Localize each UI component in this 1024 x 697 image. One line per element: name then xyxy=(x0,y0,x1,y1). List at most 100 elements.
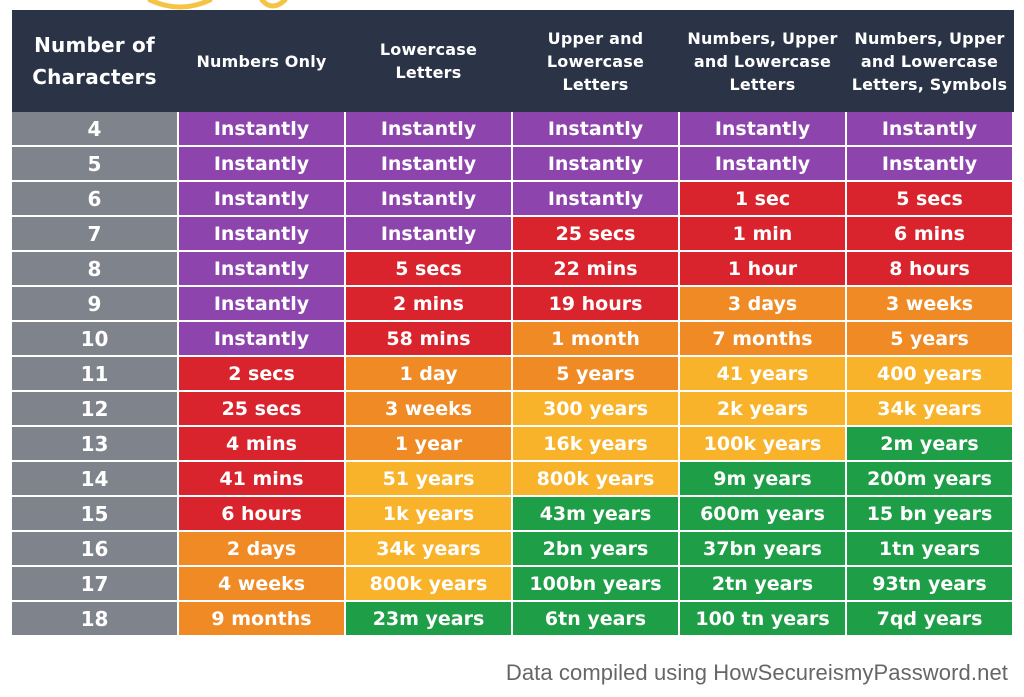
row-label-characters: 14 xyxy=(12,461,179,497)
crack-time-cell: 5 secs xyxy=(345,251,513,287)
row-label-characters: 18 xyxy=(12,601,179,637)
crack-time-cell: Instantly xyxy=(178,112,346,147)
crack-time-cell: 1 day xyxy=(345,356,513,392)
crack-time-cell: Instantly xyxy=(846,112,1014,147)
crack-time-cell: Instantly xyxy=(512,112,680,147)
crack-time-cell: 6 mins xyxy=(846,216,1014,252)
crack-time-cell: Instantly xyxy=(512,146,680,182)
password-crack-time-table: Number of Characters Numbers Only Lowerc… xyxy=(12,10,1014,637)
crack-time-cell: 1 min xyxy=(679,216,847,252)
crack-time-cell: Instantly xyxy=(345,112,513,147)
crack-time-cell: 8 hours xyxy=(846,251,1014,287)
crack-time-cell: 41 years xyxy=(679,356,847,392)
row-label-characters: 5 xyxy=(12,146,179,182)
crack-time-cell: 6tn years xyxy=(512,601,680,637)
row-label-characters: 12 xyxy=(12,391,179,427)
row-label-characters: 8 xyxy=(12,251,179,287)
row-label-characters: 11 xyxy=(12,356,179,392)
crack-time-cell: 1 year xyxy=(345,426,513,462)
column-header-numbers-upper-lowercase-symbols: Numbers, Upper and Lowercase Letters, Sy… xyxy=(846,10,1014,112)
crack-time-cell: 200m years xyxy=(846,461,1014,497)
crack-time-cell: 5 years xyxy=(512,356,680,392)
table-row: 17 4 weeks 800k years 100bn years 2tn years 9… xyxy=(12,566,1014,602)
column-header-upper-and-lowercase: Upper and Lowercase Letters xyxy=(512,10,680,112)
table-body: 4 Instantly Instantly Instantly Instantly Ins… xyxy=(12,112,1014,637)
crack-time-cell: Instantly xyxy=(178,181,346,217)
crack-time-cell: Instantly xyxy=(846,146,1014,182)
row-label-characters: 16 xyxy=(12,531,179,567)
crack-time-cell: 58 mins xyxy=(345,321,513,357)
password-crack-time-table-wrapper: Number of Characters Numbers Only Lowerc… xyxy=(12,10,1014,637)
table-row: 4 Instantly Instantly Instantly Instantly Ins… xyxy=(12,112,1014,147)
crack-time-cell: 1 month xyxy=(512,321,680,357)
crack-time-cell: 7 months xyxy=(679,321,847,357)
row-label-characters: 9 xyxy=(12,286,179,322)
crack-time-cell: 1 hour xyxy=(679,251,847,287)
crack-time-cell: 4 mins xyxy=(178,426,346,462)
crack-time-cell: 4 weeks xyxy=(178,566,346,602)
column-header-number-of-characters: Number of Characters xyxy=(12,10,179,112)
row-label-characters: 6 xyxy=(12,181,179,217)
row-label-characters: 4 xyxy=(12,112,179,147)
crack-time-cell: 23m years xyxy=(345,601,513,637)
crack-time-cell: Instantly xyxy=(178,216,346,252)
crack-time-cell: 34k years xyxy=(345,531,513,567)
source-note: Data compiled using HowSecureismyPasswor… xyxy=(505,660,1008,685)
crack-time-cell: Instantly xyxy=(512,181,680,217)
crack-time-cell: Instantly xyxy=(178,321,346,357)
table-row: 16 2 days 34k years 2bn years 37bn years 1tn … xyxy=(12,531,1014,567)
row-label-characters: 17 xyxy=(12,566,179,602)
crack-time-cell: 3 weeks xyxy=(846,286,1014,322)
crack-time-cell: 2bn years xyxy=(512,531,680,567)
column-header-numbers-only: Numbers Only xyxy=(178,10,346,112)
crack-time-cell: 93tn years xyxy=(846,566,1014,602)
crack-time-cell: 9m years xyxy=(679,461,847,497)
crack-time-cell: 3 days xyxy=(679,286,847,322)
row-label-characters: 15 xyxy=(12,496,179,532)
row-label-characters: 13 xyxy=(12,426,179,462)
table-row: 13 4 mins 1 year 16k years 100k years 2m year… xyxy=(12,426,1014,462)
crack-time-cell: 22 mins xyxy=(512,251,680,287)
crack-time-cell: 25 secs xyxy=(512,216,680,252)
crack-time-cell: Instantly xyxy=(345,181,513,217)
row-label-characters: 10 xyxy=(12,321,179,357)
crack-time-cell: 100 tn years xyxy=(679,601,847,637)
crack-time-cell: 15 bn years xyxy=(846,496,1014,532)
column-header-lowercase-letters: Lowercase Letters xyxy=(345,10,513,112)
crack-time-cell: 5 secs xyxy=(846,181,1014,217)
crack-time-cell: 16k years xyxy=(512,426,680,462)
crack-time-cell: 5 years xyxy=(846,321,1014,357)
crack-time-cell: Instantly xyxy=(345,216,513,252)
crack-time-cell: 3 weeks xyxy=(345,391,513,427)
crack-time-cell: 1 sec xyxy=(679,181,847,217)
crack-time-cell: 1k years xyxy=(345,496,513,532)
crack-time-cell: Instantly xyxy=(178,286,346,322)
crack-time-cell: 2k years xyxy=(679,391,847,427)
crack-time-cell: 400 years xyxy=(846,356,1014,392)
table-row: 14 41 mins 51 years 800k years 9m years 200m … xyxy=(12,461,1014,497)
crack-time-cell: 51 years xyxy=(345,461,513,497)
table-row: 10 Instantly 58 mins 1 month 7 months 5 years xyxy=(12,321,1014,357)
table-row: 8 Instantly 5 secs 22 mins 1 hour 8 hours xyxy=(12,251,1014,287)
crack-time-cell: Instantly xyxy=(178,146,346,182)
crack-time-cell: 800k years xyxy=(345,566,513,602)
crack-time-cell: 300 years xyxy=(512,391,680,427)
crack-time-cell: 100k years xyxy=(679,426,847,462)
column-header-numbers-upper-lowercase: Numbers, Upper and Lowercase Letters xyxy=(679,10,847,112)
crack-time-cell: 1tn years xyxy=(846,531,1014,567)
table-header: Number of Characters Numbers Only Lowerc… xyxy=(12,10,1014,112)
crack-time-cell: 41 mins xyxy=(178,461,346,497)
crack-time-cell: Instantly xyxy=(679,146,847,182)
crack-time-cell: 600m years xyxy=(679,496,847,532)
table-row: 12 25 secs 3 weeks 300 years 2k years 34k yea… xyxy=(12,391,1014,427)
crack-time-cell: 9 months xyxy=(178,601,346,637)
crack-time-cell: Instantly xyxy=(178,251,346,287)
crack-time-cell: 100bn years xyxy=(512,566,680,602)
crack-time-cell: Instantly xyxy=(679,112,847,147)
crack-time-cell: 2tn years xyxy=(679,566,847,602)
crack-time-cell: 37bn years xyxy=(679,531,847,567)
crack-time-cell: 2 mins xyxy=(345,286,513,322)
table-row: 11 2 secs 1 day 5 years 41 years 400 years xyxy=(12,356,1014,392)
table-row: 5 Instantly Instantly Instantly Instantly Ins… xyxy=(12,146,1014,182)
crack-time-cell: 7qd years xyxy=(846,601,1014,637)
